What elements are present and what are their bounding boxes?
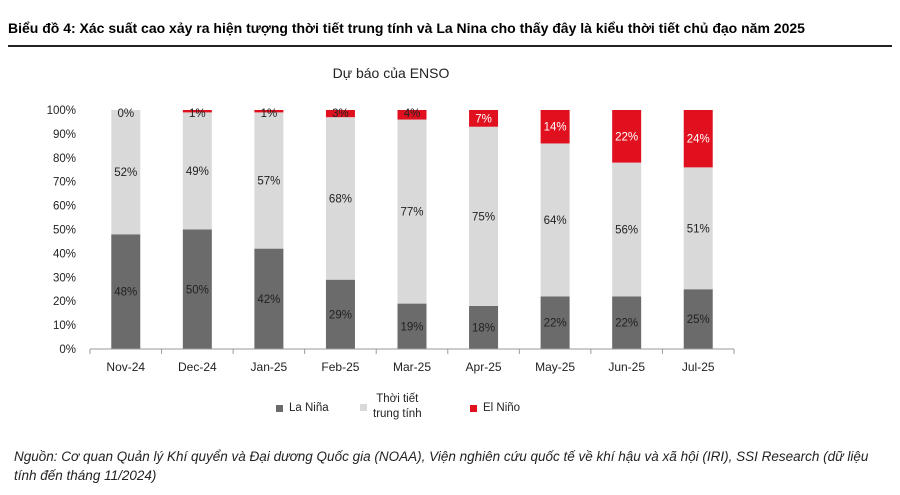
bar-segment-la-nina (612, 296, 642, 349)
data-label: 64% (544, 215, 567, 227)
y-tick-label: 60% (53, 201, 76, 213)
data-label: 50% (186, 284, 209, 296)
bar-segment-la-nina (254, 248, 284, 349)
data-label: 3% (332, 108, 349, 120)
data-label: 1% (189, 108, 206, 120)
y-tick-label: 90% (53, 129, 76, 141)
bar-segment-neutral (325, 117, 355, 280)
legend-swatch-el-nino (470, 404, 477, 412)
x-tick-label: Feb-25 (321, 360, 359, 374)
data-label: 24% (687, 134, 710, 146)
bar-segment-la-nina (683, 289, 713, 349)
bar-segment-el-nino (612, 110, 642, 163)
data-label: 22% (615, 318, 638, 330)
data-label: 0% (117, 108, 134, 120)
data-label: 4% (404, 108, 421, 120)
bar-segment-el-nino (254, 110, 284, 113)
x-tick-label: Jul-25 (682, 360, 715, 374)
y-tick-label: 0% (59, 344, 76, 356)
y-axis: 0% 10% 20% 30% 40% 50% 60% 70% 80% 90% 100% (47, 105, 76, 356)
legend-label-neutral-line2: trung tính (373, 408, 422, 420)
legend-swatch-neutral (360, 403, 367, 411)
title-divider (8, 45, 892, 47)
legend-label-la-nina: La Niña (289, 402, 329, 414)
bar-segment-el-nino (182, 110, 212, 113)
bars: 48% 52% 0% 50% 49% 1% 42% 57% 1% 29% 68% 3% 19% 77% 4%… (111, 108, 713, 349)
y-tick-label: 40% (53, 248, 76, 260)
x-tick-label: Dec-24 (178, 360, 217, 374)
data-label: 68% (329, 193, 352, 205)
legend-item-la-nina: La Niña (276, 402, 329, 414)
x-tick-label: Apr-25 (466, 360, 502, 374)
data-label: 25% (687, 314, 710, 326)
y-tick-label: 30% (53, 272, 76, 284)
y-tick-label: 80% (53, 153, 76, 165)
data-label: 57% (257, 176, 280, 188)
bar-segment-neutral (111, 110, 141, 235)
bar-segment-neutral (683, 167, 713, 290)
x-tick-label: Mar-25 (393, 360, 431, 374)
y-tick-label: 20% (53, 296, 76, 308)
data-label: 7% (475, 113, 492, 125)
legend-item-neutral: Thời tiết trung tính (360, 392, 422, 422)
x-tick-label: Jan-25 (251, 360, 288, 374)
bar-segment-la-nina (182, 229, 212, 349)
legend: La Niña Thời tiết trung tính El Niño (270, 392, 630, 432)
data-label: 19% (400, 321, 423, 333)
y-tick-label: 10% (53, 320, 76, 332)
bar-segment-el-nino (469, 110, 499, 127)
bar-segment-neutral (182, 112, 212, 230)
data-label: 1% (261, 108, 278, 120)
data-label: 52% (114, 167, 137, 179)
bar-segment-neutral (540, 143, 570, 297)
bar-segment-el-nino (397, 110, 427, 120)
bar-segment-la-nina (325, 279, 355, 349)
legend-label-neutral: Thời tiết trung tính (373, 392, 422, 422)
bar-segment-neutral (254, 112, 284, 249)
data-label: 29% (329, 309, 352, 321)
bar-segment-la-nina (469, 305, 499, 349)
data-label: 75% (472, 211, 495, 223)
bar-segment-neutral (469, 126, 499, 306)
data-label: 42% (257, 294, 280, 306)
bar-segment-el-nino (540, 110, 570, 144)
figure-title: Biểu đồ 4: Xác suất cao xảy ra hiện tượn… (8, 20, 805, 36)
legend-swatch-la-nina (276, 404, 283, 412)
data-label: 14% (544, 122, 567, 134)
chart-title: Dự báo của ENSO (333, 65, 450, 81)
data-label: 48% (114, 287, 137, 299)
data-label: 49% (186, 166, 209, 178)
data-label: 51% (687, 223, 710, 235)
data-label: 77% (400, 207, 423, 219)
legend-label-neutral-line1: Thời tiết (376, 393, 419, 405)
x-axis: Nov-24 Dec-24 Jan-25 Feb-25 Mar-25 Apr-25 May-… (89, 348, 735, 374)
data-label: 18% (472, 322, 495, 334)
bar-segment-neutral (397, 119, 427, 304)
x-tick-label: May-25 (535, 360, 575, 374)
x-tick-label: Jun-25 (608, 360, 645, 374)
legend-label-el-nino: El Niño (483, 402, 521, 414)
bar-segment-neutral (612, 162, 642, 297)
bar-segment-la-nina (540, 296, 570, 349)
data-label: 22% (615, 131, 638, 143)
bar-segment-la-nina (111, 234, 141, 349)
stacked-bar-chart: Dự báo của ENSO 0% 10% 20% 30% 40% 50% 60% 70% 8… (47, 65, 735, 374)
legend-item-el-nino: El Niño (470, 402, 520, 414)
y-tick-label: 100% (47, 105, 76, 117)
bar-segment-la-nina (397, 303, 427, 349)
data-label: 22% (544, 318, 567, 330)
y-tick-label: 70% (53, 177, 76, 189)
source-note: Nguồn: Cơ quan Quản lý Khí quyển và Đại … (14, 449, 869, 483)
x-tick-label: Nov-24 (106, 360, 145, 374)
bar-segment-el-nino (683, 110, 713, 168)
y-tick-label: 50% (53, 225, 76, 237)
data-label: 56% (615, 225, 638, 237)
bar-segment-el-nino (325, 110, 355, 118)
